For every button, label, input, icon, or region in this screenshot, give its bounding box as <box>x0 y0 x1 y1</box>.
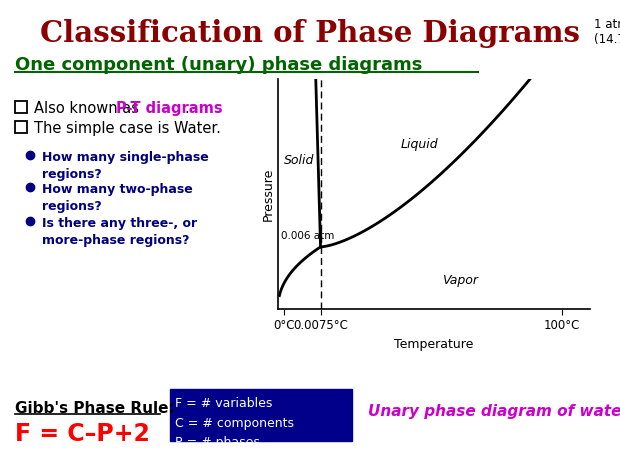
Text: 0.006 atm: 0.006 atm <box>281 231 334 241</box>
Text: How many single-phase
regions?: How many single-phase regions? <box>42 151 209 181</box>
Text: 1 atm
(14.7 psi): 1 atm (14.7 psi) <box>594 18 620 45</box>
Text: P-T diagrams: P-T diagrams <box>116 101 223 116</box>
Text: Also known as: Also known as <box>34 101 144 116</box>
Text: Is there any three-, or
more-phase regions?: Is there any three-, or more-phase regio… <box>42 217 197 247</box>
Text: .: . <box>184 101 188 116</box>
X-axis label: Temperature: Temperature <box>394 338 474 351</box>
Bar <box>15 121 27 133</box>
Text: Classification of Phase Diagrams: Classification of Phase Diagrams <box>40 19 580 48</box>
Bar <box>170 389 352 441</box>
Text: Gibb's Phase Rule:: Gibb's Phase Rule: <box>15 401 175 416</box>
Text: Vapor: Vapor <box>443 274 479 287</box>
Text: The simple case is Water.: The simple case is Water. <box>34 121 221 136</box>
Text: F = C–P+2: F = C–P+2 <box>15 422 150 446</box>
Y-axis label: Pressure: Pressure <box>262 167 275 221</box>
Text: Liquid: Liquid <box>401 138 438 151</box>
Text: Solid: Solid <box>284 154 314 167</box>
Bar <box>15 101 27 113</box>
Text: Unary phase diagram of water: Unary phase diagram of water <box>368 404 620 419</box>
Text: One component (unary) phase diagrams: One component (unary) phase diagrams <box>15 56 422 74</box>
Text: F = # variables
C = # components
P = # phases: F = # variables C = # components P = # p… <box>175 397 294 449</box>
Text: How many two-phase
regions?: How many two-phase regions? <box>42 183 193 213</box>
